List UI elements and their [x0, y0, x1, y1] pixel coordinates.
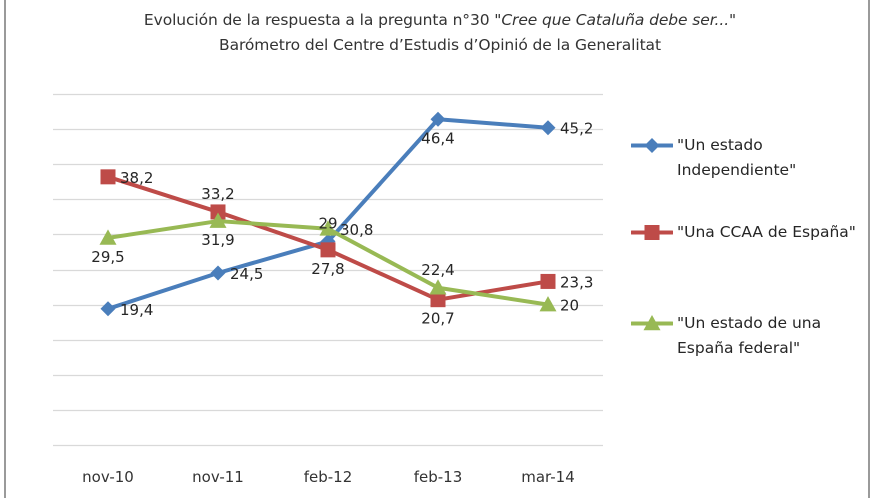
diamond-marker: [100, 301, 116, 317]
legend-label: "Un estado de una España federal": [677, 314, 822, 357]
square-marker: [210, 204, 226, 220]
chart-title-question: "Cree que Cataluña debe ser...": [494, 11, 737, 29]
series-markers: [99, 111, 557, 317]
data-labels: 19,4 24,5 29 46,4 45,2 38,2 33,2 27,8 20,7 23,3 29…: [91, 120, 593, 328]
data-label: 27,8: [311, 260, 344, 278]
data-label: 29,5: [91, 248, 124, 266]
legend-item-ccaa[interactable]: "Una CCAA de España": [630, 220, 856, 245]
data-label: 45,2: [560, 120, 593, 138]
legend-square-marker: [644, 225, 660, 240]
diamond-marker: [210, 265, 226, 281]
square-marker: [540, 273, 556, 289]
data-label: 24,5: [230, 265, 263, 283]
legend-item-independiente[interactable]: "Un estado Independiente": [630, 133, 797, 183]
chart-subtitle: Barómetro del Centre d’Estudis d’Opinió …: [219, 36, 661, 54]
data-label: 29: [318, 214, 337, 232]
data-label: 19,4: [120, 301, 153, 319]
square-marker: [430, 292, 446, 308]
triangle-marker: [539, 296, 557, 312]
data-label: 46,4: [421, 129, 454, 147]
data-label: 30,8: [340, 221, 373, 239]
chart-frame: [4, 0, 870, 498]
diamond-marker: [540, 120, 556, 136]
x-axis-label: feb-13: [414, 468, 463, 486]
square-marker: [100, 169, 116, 185]
data-label: 33,2: [201, 185, 234, 203]
data-label: 20,7: [421, 310, 454, 328]
triangle-marker: [319, 220, 337, 236]
legend-swatch-triangle-icon: [630, 311, 674, 336]
legend-item-federal[interactable]: "Un estado de una España federal": [630, 311, 822, 361]
data-label: 38,2: [120, 169, 153, 187]
data-label: 22,4: [421, 261, 454, 279]
data-label: 23,3: [560, 273, 593, 291]
legend-diamond-marker: [644, 138, 660, 153]
x-axis-label: feb-12: [304, 468, 353, 486]
x-axis-label: nov-11: [192, 468, 244, 486]
legend-swatch-square-icon: [630, 220, 674, 245]
triangle-marker: [99, 229, 117, 245]
diamond-marker: [430, 111, 446, 127]
chart-title-prefix: Evolución de la respuesta a la pregunta …: [143, 11, 495, 29]
chart-title: Evolución de la respuesta a la pregunta …: [0, 11, 880, 29]
legend-label: "Un estado Independiente": [677, 136, 797, 179]
gridlines: [53, 93, 603, 447]
square-marker: [320, 242, 336, 258]
data-label: 20: [560, 297, 579, 315]
data-label: 31,9: [201, 231, 234, 249]
triangle-marker: [209, 212, 227, 228]
legend-triangle-marker: [643, 315, 661, 331]
triangle-marker: [429, 279, 447, 295]
legend-swatch-diamond-icon: [630, 133, 674, 158]
x-axis-label: nov-10: [82, 468, 134, 486]
x-axis-labels: nov-10 nov-11 feb-12 feb-13 mar-14: [82, 468, 575, 486]
legend-label: "Una CCAA de España": [677, 223, 856, 241]
x-axis-label: mar-14: [521, 468, 575, 486]
